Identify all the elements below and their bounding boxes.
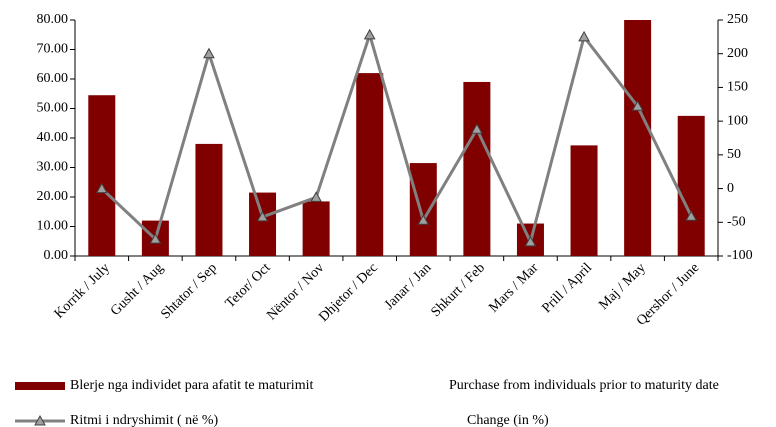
y2-tick-label: 250 xyxy=(727,12,748,27)
y-tick-label: 30.00 xyxy=(37,160,69,175)
y-tick-label: 0.00 xyxy=(44,248,69,263)
marker xyxy=(203,47,215,59)
y-tick-label: 60.00 xyxy=(37,71,69,86)
marker xyxy=(149,233,162,244)
bar xyxy=(677,115,705,256)
y-tick-label: 50.00 xyxy=(37,101,69,116)
legend-label: Blerje nga individet para afatit te matu… xyxy=(70,378,313,393)
bar xyxy=(88,95,116,256)
x-tick-label: Gusht / Aug xyxy=(108,260,166,318)
legend-translation: Change (in %) xyxy=(467,413,549,427)
bar xyxy=(570,145,598,256)
y2-tick-label: 50 xyxy=(727,147,741,162)
marker xyxy=(524,235,537,247)
legend-translation: Purchase from individuals prior to matur… xyxy=(449,378,719,393)
marker xyxy=(685,210,698,221)
marker xyxy=(471,123,483,134)
y2-tick-label: 0 xyxy=(727,181,734,196)
y2-tick-label: 100 xyxy=(727,113,748,128)
legend-label: Ritmi i ndryshimit ( në %) xyxy=(70,413,218,427)
y2-tick-label: -50 xyxy=(727,215,746,230)
y-tick-label: 80.00 xyxy=(37,12,69,27)
x-tick-label: Maj / May xyxy=(596,260,648,312)
x-tick-label: Mars / Mar xyxy=(486,260,541,315)
y2-tick-label: 200 xyxy=(727,46,748,61)
y-tick-label: 10.00 xyxy=(37,219,69,234)
marker xyxy=(578,30,590,42)
bar xyxy=(409,163,437,256)
bar xyxy=(463,81,491,256)
bar xyxy=(195,143,223,256)
bar xyxy=(302,201,330,256)
x-tick-label: Shtator / Sep xyxy=(158,260,220,322)
y2-tick-label: 150 xyxy=(727,80,748,95)
x-tick-label: Prill / April xyxy=(539,260,595,316)
line xyxy=(100,29,693,247)
marker xyxy=(95,182,108,194)
x-tick-label: Tetor/ Oct xyxy=(223,260,274,311)
y2-tick-label: -100 xyxy=(727,248,753,263)
marker xyxy=(310,191,322,202)
bar xyxy=(249,192,277,256)
legend-swatch xyxy=(15,382,65,390)
marker xyxy=(631,100,644,111)
y-tick-label: 70.00 xyxy=(37,42,69,57)
marker xyxy=(256,210,269,222)
bar xyxy=(356,73,384,256)
marker xyxy=(417,214,430,225)
x-tick-label: Korrik / July xyxy=(52,260,113,321)
legend-marker xyxy=(34,414,46,426)
y-tick-label: 20.00 xyxy=(37,189,69,204)
marker xyxy=(363,28,376,40)
x-tick-label: Shkurt / Feb xyxy=(428,260,488,320)
bar xyxy=(624,20,652,256)
x-tick-label: Janar / Jan xyxy=(382,260,434,312)
y-tick-label: 40.00 xyxy=(37,130,69,145)
